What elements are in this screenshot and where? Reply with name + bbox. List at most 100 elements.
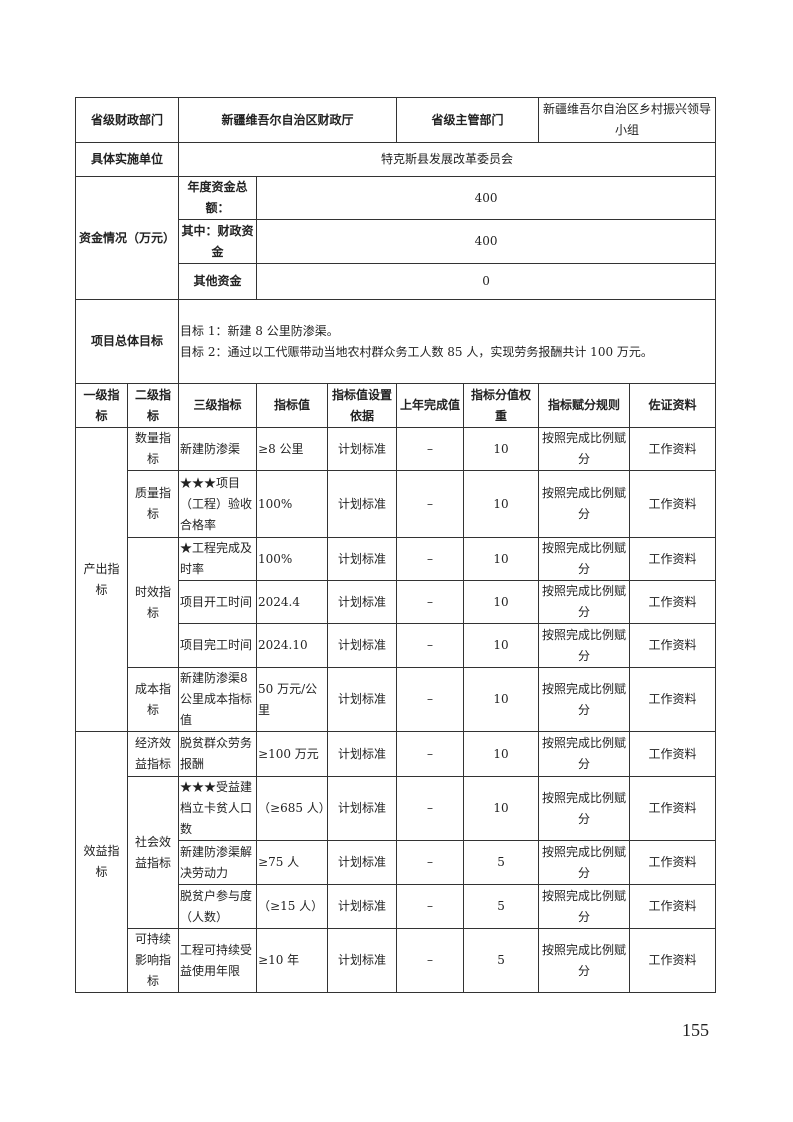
indicator-weight: 10 xyxy=(463,731,540,777)
last-year-value: – xyxy=(396,537,465,581)
table-row: 效益指标 经济效益指标 脱贫群众劳务报酬 ≥100 万元 计划标准 –10 按照完成比例赋分… xyxy=(75,731,717,993)
col-last-year: 上年完成值 xyxy=(396,383,465,428)
level1-indicator: 效益指标 xyxy=(75,731,128,993)
level3-indicator: 新建防渗渠解决劳动力 xyxy=(178,840,258,885)
indicator-value: 100% xyxy=(256,470,329,538)
indicator-value: （≥15 人） xyxy=(256,884,329,929)
level3-indicator: ★★★受益建档立卡贫人口数 xyxy=(178,776,258,841)
last-year-value: – xyxy=(396,427,465,471)
table-row: 成本指标 新建防渗渠8公里成本指标值 50 万元/公里 计划标准 –10 按照完成比例赋分… xyxy=(76,667,717,732)
indicator-value: ≥8 公里 xyxy=(256,427,329,471)
indicator-basis: 计划标准 xyxy=(327,928,398,993)
implementer-label: 具体实施单位 xyxy=(74,142,180,177)
level1-indicator: 产出指标 xyxy=(75,427,128,732)
scoring-rule: 按照完成比例赋分 xyxy=(538,840,631,885)
last-year-value: – xyxy=(396,731,465,777)
level3-indicator: ★★★项目（工程）验收合格率 xyxy=(178,470,258,538)
evidence: 工作资料 xyxy=(629,731,717,777)
level2-indicator: 可持续影响指标 xyxy=(126,928,180,993)
indicator-weight: 10 xyxy=(463,537,540,581)
level3-indicator: 项目开工时间 xyxy=(178,580,258,624)
level3-indicator: 工程可持续受益使用年限 xyxy=(178,928,258,993)
objective-line-1: 目标 1：新建 8 公里防渗渠。 xyxy=(180,323,339,338)
last-year-value: – xyxy=(396,884,465,929)
level2-indicator: 社会效益指标 xyxy=(126,776,180,929)
table-row: 产出指标 数量指标 新建防渗渠 ≥8 公里 计划标准 –10 按照完成比例赋分 工作资料 xyxy=(75,427,717,732)
last-year-value: – xyxy=(396,667,465,732)
last-year-value: – xyxy=(396,840,465,885)
level3-indicator: 项目完工时间 xyxy=(178,623,258,668)
col-rule: 指标赋分规则 xyxy=(538,383,631,428)
scoring-rule: 按照完成比例赋分 xyxy=(538,580,631,624)
indicator-basis: 计划标准 xyxy=(327,580,398,624)
table-row: 社会效益指标 ★★★受益建档立卡贫人口数 （≥685 人） 计划标准 –10 按照完成比例… xyxy=(76,776,717,929)
indicator-weight: 5 xyxy=(463,840,540,885)
indicator-value: （≥685 人） xyxy=(256,776,331,841)
table-row: 项目开工时间 2024.4 计划标准 –10 按照完成比例赋分 工作资料 xyxy=(76,580,717,624)
level2-indicator: 经济效益指标 xyxy=(126,731,180,777)
last-year-value: – xyxy=(396,928,465,993)
indicator-basis: 计划标准 xyxy=(327,667,398,732)
indicator-basis: 计划标准 xyxy=(327,776,398,841)
indicator-value: 2024.4 xyxy=(256,580,329,624)
indicator-value: ≥75 人 xyxy=(256,840,329,885)
last-year-value: – xyxy=(396,580,465,624)
table-row: 质量指标 ★★★项目（工程）验收合格率 100% 计划标准 –10 按照完成比例赋分 工作资… xyxy=(76,470,717,538)
indicator-basis: 计划标准 xyxy=(327,537,398,581)
other-funds-value: 0 xyxy=(256,263,717,300)
indicator-value: 2024.10 xyxy=(256,623,329,668)
scoring-rule: 按照完成比例赋分 xyxy=(538,623,631,668)
indicator-value: ≥100 万元 xyxy=(256,731,329,777)
performance-table: 省级财政部门 新疆维吾尔自治区财政厅 省级主管部门 新疆维吾尔自治区乡村振兴领导… xyxy=(74,97,717,993)
table-row: 时效指标 ★工程完成及时率 100% 计划标准 –10 按照完成比例赋分 工作资料 xyxy=(76,537,717,668)
last-year-value: – xyxy=(396,623,465,668)
level3-indicator: 新建防渗渠 xyxy=(178,427,258,471)
scoring-rule: 按照完成比例赋分 xyxy=(538,731,631,777)
col-level2: 二级指标 xyxy=(126,383,180,428)
level2-indicator: 数量指标 xyxy=(126,427,180,471)
col-weight: 指标分值权重 xyxy=(463,383,540,428)
evidence: 工作资料 xyxy=(629,537,717,581)
table-row: 新建防渗渠解决劳动力 ≥75 人计划标准 –5 按照完成比例赋分 工作资料 xyxy=(76,840,717,885)
scoring-rule: 按照完成比例赋分 xyxy=(538,427,631,471)
indicator-weight: 5 xyxy=(463,884,540,929)
evidence: 工作资料 xyxy=(629,928,717,993)
indicator-value: 100% xyxy=(256,537,329,581)
evidence: 工作资料 xyxy=(629,840,717,885)
level2-indicator: 成本指标 xyxy=(126,667,180,732)
indicator-basis: 计划标准 xyxy=(327,623,398,668)
table-row: 可持续影响指标 工程可持续受益使用年限 ≥10 年计划标准 –5 按照完成比例赋分 工作资… xyxy=(76,928,717,993)
indicator-weight: 10 xyxy=(463,776,540,841)
last-year-value: – xyxy=(396,470,465,538)
indicator-basis: 计划标准 xyxy=(327,840,398,885)
indicator-basis: 计划标准 xyxy=(327,884,398,929)
col-level1: 一级指标 xyxy=(75,383,128,428)
fiscal-funds-label: 其中：财政资金 xyxy=(178,219,258,264)
funds-label: 资金情况（万元） xyxy=(74,176,180,300)
evidence: 工作资料 xyxy=(629,580,717,624)
scoring-rule: 按照完成比例赋分 xyxy=(538,776,631,841)
col-level3: 三级指标 xyxy=(178,383,258,428)
scoring-rule: 按照完成比例赋分 xyxy=(538,928,631,993)
indicator-basis: 计划标准 xyxy=(327,427,398,471)
col-evidence: 佐证资料 xyxy=(629,383,717,428)
scoring-rule: 按照完成比例赋分 xyxy=(538,667,631,732)
scoring-rule: 按照完成比例赋分 xyxy=(538,470,631,538)
level2-indicator: 时效指标 xyxy=(126,537,180,668)
indicator-value: ≥10 年 xyxy=(256,928,329,993)
other-funds-label: 其他资金 xyxy=(178,263,258,300)
indicator-weight: 5 xyxy=(463,928,540,993)
scoring-rule: 按照完成比例赋分 xyxy=(538,537,631,581)
objective-content: 目标 1：新建 8 公里防渗渠。 目标 2：通过以工代赈带动当地农村群众务工人数… xyxy=(178,299,717,384)
evidence: 工作资料 xyxy=(629,667,717,732)
annual-total-value: 400 xyxy=(256,176,717,220)
indicator-weight: 10 xyxy=(463,470,540,538)
objective-label: 项目总体目标 xyxy=(74,299,180,384)
evidence: 工作资料 xyxy=(629,884,717,929)
indicator-weight: 10 xyxy=(463,580,540,624)
evidence: 工作资料 xyxy=(629,623,717,668)
annual-total-label: 年度资金总额： xyxy=(178,176,258,220)
evidence: 工作资料 xyxy=(629,776,717,841)
fiscal-funds-value: 400 xyxy=(256,219,717,264)
level3-indicator: ★工程完成及时率 xyxy=(178,537,258,581)
